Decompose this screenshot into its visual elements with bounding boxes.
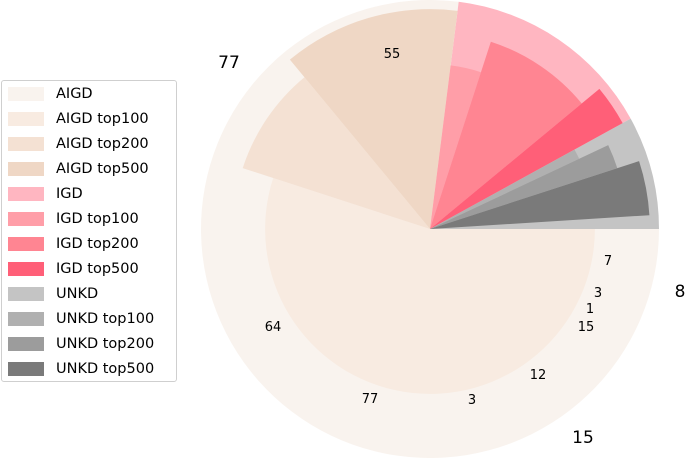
wedge-unkd-top100 [430, 149, 580, 229]
legend-label: UNKD top100 [56, 310, 155, 327]
wedge-aigd-top200 [242, 77, 430, 229]
inner-label-igd-top200: 12 [530, 368, 547, 383]
wedge-igd-top100 [430, 65, 481, 229]
legend-swatch [8, 186, 44, 201]
wedge-unkd-top500 [430, 161, 650, 229]
legend-swatch [8, 86, 44, 101]
legend-label: AIGD top500 [56, 160, 149, 177]
wedge-igd-top200 [430, 41, 582, 230]
inner-label-igd-top500: 15 [578, 320, 595, 335]
legend-swatch [8, 336, 44, 351]
legend-item-igd: IGD [8, 181, 83, 206]
legend-swatch [8, 311, 44, 326]
legend-item-igd-top100: IGD top100 [8, 206, 139, 231]
legend-item-unkd-top500: UNKD top500 [8, 356, 154, 381]
legend-item-igd-top200: IGD top200 [8, 231, 139, 256]
inner-label-unkd-top100: 1 [586, 302, 594, 317]
inner-label-unkd-top200: 3 [594, 286, 602, 301]
inner-label-igd-top100: 3 [468, 393, 476, 408]
legend-item-igd-top500: IGD top500 [8, 256, 139, 281]
legend-label: AIGD top100 [56, 110, 149, 127]
wedge-unkd-top200 [430, 145, 618, 229]
legend-item-unkd-top100: UNKD top100 [8, 306, 154, 331]
wedge-aigd-top100 [265, 178, 595, 394]
outer-label-aigd: 77 [218, 53, 240, 73]
legend-swatch [8, 111, 44, 126]
inner-label-unkd-top500: 7 [604, 254, 612, 269]
legend-label: IGD top500 [56, 260, 139, 277]
legend: AIGD AIGD top100 AIGD top200 AIGD top500… [1, 80, 177, 382]
legend-item-aigd-top200: AIGD top200 [8, 131, 149, 156]
legend-swatch [8, 236, 44, 251]
legend-swatch [8, 361, 44, 376]
legend-swatch [8, 136, 44, 151]
legend-swatch [8, 261, 44, 276]
legend-item-unkd: UNKD [8, 281, 98, 306]
inner-label-aigd-top200: 64 [265, 320, 282, 335]
outer-label-unkd: 8 [675, 282, 685, 302]
legend-label: UNKD top200 [56, 335, 155, 352]
legend-label: AIGD top200 [56, 135, 149, 152]
legend-item-unkd-top200: UNKD top200 [8, 331, 154, 356]
legend-label: AIGD [56, 85, 93, 102]
inner-label-aigd-top500: 77 [362, 392, 379, 407]
legend-label: IGD top200 [56, 235, 139, 252]
legend-item-aigd: AIGD [8, 81, 93, 106]
legend-swatch [8, 161, 44, 176]
legend-label: UNKD [56, 285, 99, 302]
legend-swatch [8, 286, 44, 301]
legend-swatch [8, 211, 44, 226]
wedge-aigd-top500 [289, 9, 458, 229]
legend-item-aigd-top500: AIGD top500 [8, 156, 149, 181]
legend-label: IGD top100 [56, 210, 139, 227]
legend-label: UNKD top500 [56, 360, 155, 377]
legend-label: IGD [56, 185, 83, 202]
legend-item-aigd-top100: AIGD top100 [8, 106, 149, 131]
inner-label-aigd-top100: 55 [384, 47, 401, 62]
outer-label-igd: 15 [572, 428, 594, 448]
wedge-igd-top500 [430, 88, 623, 230]
